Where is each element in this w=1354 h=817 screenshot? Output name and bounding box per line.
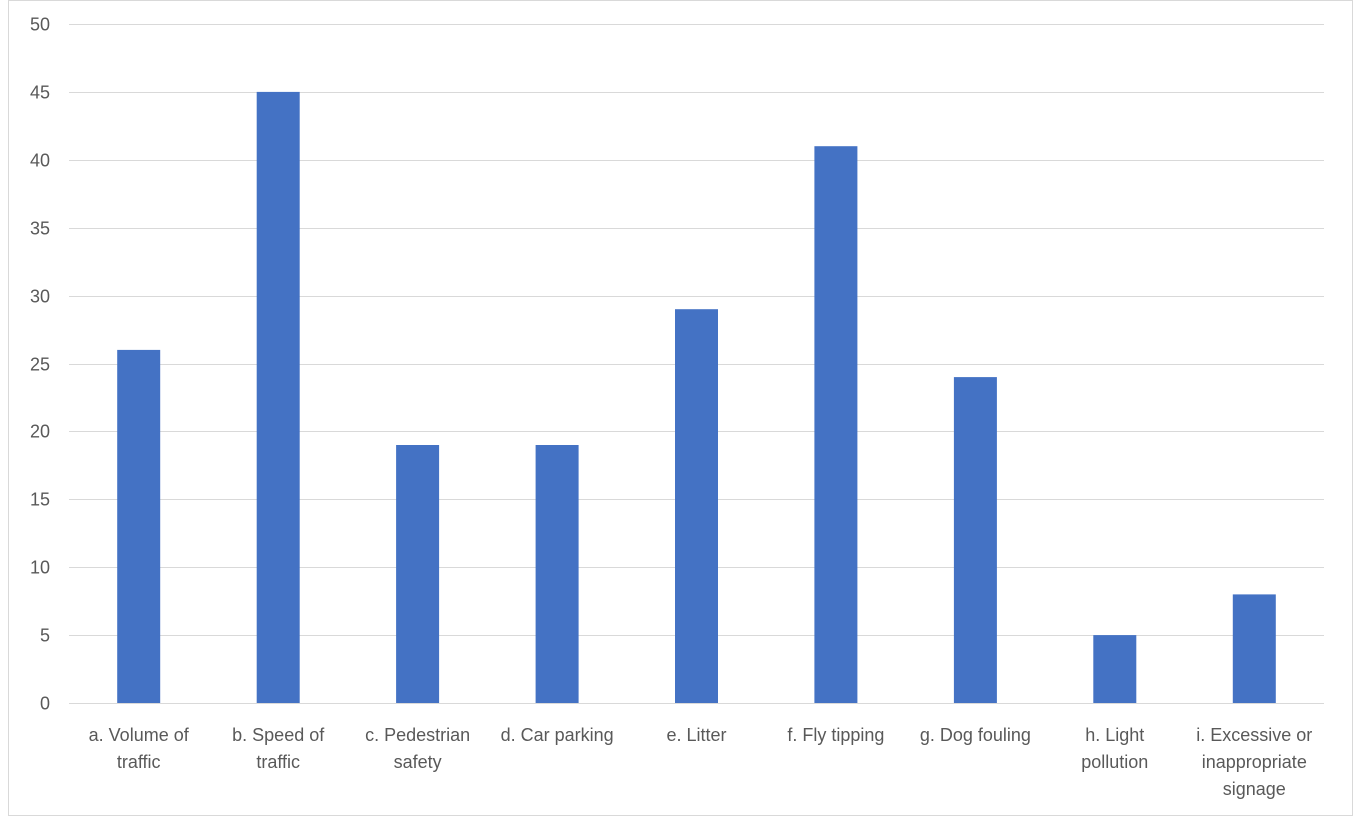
bar-5 — [675, 309, 718, 703]
bar-7 — [953, 377, 997, 703]
bar-9 — [1232, 594, 1276, 703]
x-tick-label: h. Light pollution — [1081, 725, 1148, 772]
x-axis-ticks: a. Volume of traffic b. Speed of traffic c. … — [89, 725, 1313, 799]
y-tick-label: 10 — [30, 558, 50, 578]
x-tick-label: d. Car parking — [501, 725, 614, 745]
x-tick-label: a. Volume of traffic — [89, 725, 190, 772]
bar-3 — [396, 445, 440, 703]
x-tick-label: c. Pedestrian safety — [365, 725, 470, 772]
x-tick-label: b. Speed of traffic — [232, 725, 325, 772]
x-tick-label: f. Fly tipping — [787, 725, 884, 745]
y-tick-label: 45 — [30, 83, 50, 103]
bar-chart: 0 5 10 15 20 25 30 35 40 45 50 a. Volume of traffic… — [30, 15, 1324, 799]
y-tick-label: 15 — [30, 490, 50, 510]
y-tick-label: 25 — [30, 355, 50, 375]
x-tick-label: i. Excessive or inappropriate signage — [1196, 725, 1312, 799]
y-tick-label: 40 — [30, 151, 50, 171]
chart-frame: 0 5 10 15 20 25 30 35 40 45 50 a. Volume of traffic… — [8, 0, 1353, 816]
y-axis-ticks: 0 5 10 15 20 25 30 35 40 45 50 — [30, 15, 50, 714]
y-tick-label: 5 — [40, 626, 50, 646]
x-tick-label: e. Litter — [666, 725, 726, 745]
bar-2 — [256, 91, 300, 703]
y-tick-label: 30 — [30, 287, 50, 307]
bars — [117, 91, 1276, 703]
bar-1 — [117, 349, 161, 703]
x-tick-label: g. Dog fouling — [920, 725, 1031, 745]
bar-4 — [535, 445, 579, 703]
bar-8 — [1093, 635, 1137, 703]
bar-6 — [814, 146, 858, 703]
y-tick-label: 20 — [30, 422, 50, 442]
y-tick-label: 50 — [30, 15, 50, 35]
y-tick-label: 0 — [40, 694, 50, 714]
y-tick-label: 35 — [30, 219, 50, 239]
